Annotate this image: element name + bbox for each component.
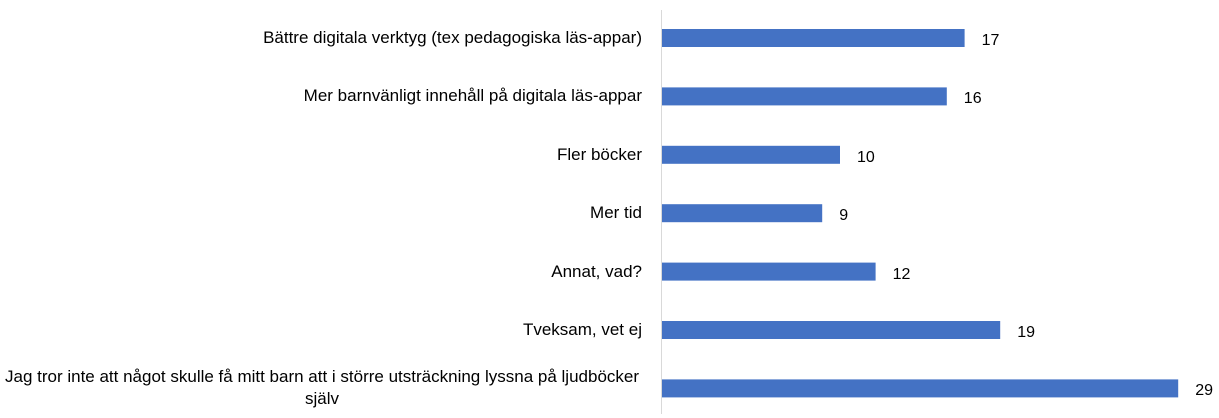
category-label: Mer tid xyxy=(2,183,642,243)
category-text: Fler böcker xyxy=(556,144,642,164)
bar xyxy=(662,204,823,223)
category-label: Fler böcker xyxy=(2,125,642,185)
category-text: Jag tror inte att något skulle få mitt b… xyxy=(4,367,640,409)
category-text: Mer barnvänligt innehåll på digitala läs… xyxy=(303,86,642,106)
value-label: 16 xyxy=(963,90,982,108)
bar xyxy=(662,29,965,47)
category-label: Mer barnvänligt innehåll på digitala läs… xyxy=(2,66,642,126)
bar xyxy=(662,321,1001,339)
value-label: 17 xyxy=(981,32,1000,49)
bar xyxy=(662,262,876,281)
bar xyxy=(662,145,840,164)
value-label: 19 xyxy=(1017,324,1035,341)
category-label: Jag tror inte att något skulle få mitt b… xyxy=(2,358,642,418)
value-label: 10 xyxy=(857,148,875,166)
value-label: 29 xyxy=(1195,382,1213,400)
category-text: Bättre digitala verktyg (tex pedagogiska… xyxy=(263,28,642,47)
value-label: 12 xyxy=(892,265,911,283)
value-label: 9 xyxy=(839,207,849,225)
category-label: Bättre digitala verktyg (tex pedagogiska… xyxy=(2,8,642,68)
bar xyxy=(662,87,947,106)
category-label: Annat, vad? xyxy=(2,242,642,302)
bar xyxy=(662,379,1179,398)
category-text: Mer tid xyxy=(590,203,642,223)
category-text: Tveksam, vet ej xyxy=(522,320,642,339)
category-text: Annat, vad? xyxy=(551,261,642,281)
category-label: Tveksam, vet ej xyxy=(2,300,642,360)
